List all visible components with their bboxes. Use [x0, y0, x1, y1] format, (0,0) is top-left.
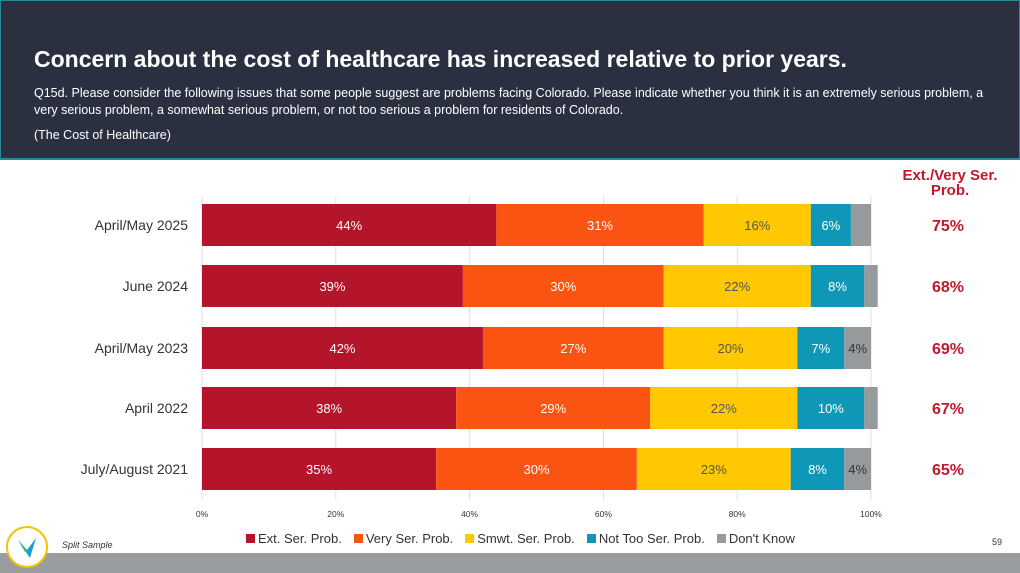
bar-segment: [436, 448, 637, 490]
data-label: 22%: [711, 401, 737, 416]
bar-segment: [462, 265, 664, 307]
data-label: 10%: [818, 401, 844, 416]
bar-segment: [864, 265, 878, 307]
data-label: 8%: [808, 462, 827, 477]
bar-segment: [844, 448, 871, 490]
summary-value: 69%: [932, 341, 964, 358]
bar-segment: [650, 387, 798, 429]
company-logo: [6, 526, 48, 568]
bar-segment: [797, 327, 845, 369]
data-label: 6%: [821, 218, 840, 233]
data-label: 39%: [319, 279, 345, 294]
data-label: 7%: [811, 341, 830, 356]
bar-segment: [844, 327, 871, 369]
page-number: 59: [992, 537, 1003, 547]
legend-label: Not Too Ser. Prob.: [598, 531, 705, 546]
legend-swatch: [465, 534, 475, 543]
category-label: April/May 2025: [95, 217, 189, 233]
data-label: 35%: [306, 462, 332, 477]
data-label: 29%: [540, 401, 566, 416]
bar-segment: [496, 204, 704, 246]
bar-segment: [202, 327, 483, 369]
summary-value: 65%: [932, 462, 964, 479]
data-label: 30%: [550, 279, 576, 294]
data-label: 31%: [587, 218, 613, 233]
data-label: 27%: [560, 341, 586, 356]
bar-segment: [790, 448, 845, 490]
legend-item: Not Too Ser. Prob.: [586, 531, 705, 546]
summary-value: 67%: [932, 401, 964, 418]
data-label: 30%: [523, 462, 549, 477]
legend-item: Smwt. Ser. Prob.: [465, 531, 575, 546]
data-label: 22%: [724, 279, 750, 294]
legend-swatch: [246, 534, 255, 543]
bar-segment: [850, 204, 871, 246]
bar-segment: [202, 387, 457, 429]
page-title: Concern about the cost of healthcare has…: [34, 46, 847, 72]
category-label: April 2022: [125, 400, 188, 416]
legend-swatch: [353, 534, 363, 543]
legend-item: Don't Know: [716, 531, 795, 546]
data-label: 38%: [316, 401, 342, 416]
category-label: July/August 2021: [81, 461, 189, 477]
summary-value: 75%: [932, 218, 964, 235]
data-label: 8%: [828, 279, 847, 294]
legend-label: Very Ser. Prob.: [365, 531, 454, 546]
bar-segment: [864, 387, 878, 429]
x-tick-label: 0%: [196, 509, 209, 519]
x-tick-label: 40%: [461, 509, 478, 519]
category-label: April/May 2023: [95, 340, 189, 356]
data-label: 16%: [744, 218, 770, 233]
category-label: June 2024: [123, 278, 189, 294]
legend-swatch: [716, 534, 726, 543]
x-tick-label: 80%: [729, 509, 746, 519]
legend-label: Ext. Ser. Prob.: [258, 531, 342, 546]
bar-segment: [810, 204, 851, 246]
data-label: 20%: [717, 341, 743, 356]
legend-item: Ext. Ser. Prob.: [246, 531, 342, 546]
x-tick-label: 100%: [860, 509, 882, 519]
header-banner: Concern about the cost of healthcare has…: [0, 0, 1020, 160]
bar-segment: [202, 265, 463, 307]
data-label: 42%: [329, 341, 355, 356]
data-label: 44%: [336, 218, 362, 233]
question-text: Q15d. Please consider the following issu…: [34, 86, 984, 117]
legend-item: Very Ser. Prob.: [353, 531, 454, 546]
legend-swatch: [586, 534, 596, 543]
footer-bar: [0, 553, 1020, 573]
legend-label: Don't Know: [728, 531, 795, 546]
bar-segment: [202, 448, 437, 490]
split-sample-note: Split Sample: [62, 540, 113, 550]
bar-segment: [482, 327, 664, 369]
x-tick-label: 20%: [327, 509, 344, 519]
bar-segment: [663, 265, 811, 307]
bar-segment: [202, 204, 497, 246]
summary-column-header: Ext./Very Ser. Prob.: [902, 167, 998, 199]
x-tick-label: 60%: [595, 509, 612, 519]
bar-segment: [703, 204, 811, 246]
bar-segment: [663, 327, 798, 369]
bar-segment: [636, 448, 791, 490]
data-label: 4%: [848, 341, 867, 356]
legend: Ext. Ser. Prob. Very Ser. Prob. Smwt. Ser.…: [246, 531, 795, 546]
subquestion-text: (The Cost of Healthcare): [34, 128, 171, 142]
data-label: 23%: [701, 462, 727, 477]
bar-segment: [797, 387, 865, 429]
data-label: 4%: [848, 462, 867, 477]
summary-value: 68%: [932, 279, 964, 296]
bar-segment: [456, 387, 651, 429]
legend-label: Smwt. Ser. Prob.: [477, 531, 575, 546]
bar-segment: [810, 265, 865, 307]
